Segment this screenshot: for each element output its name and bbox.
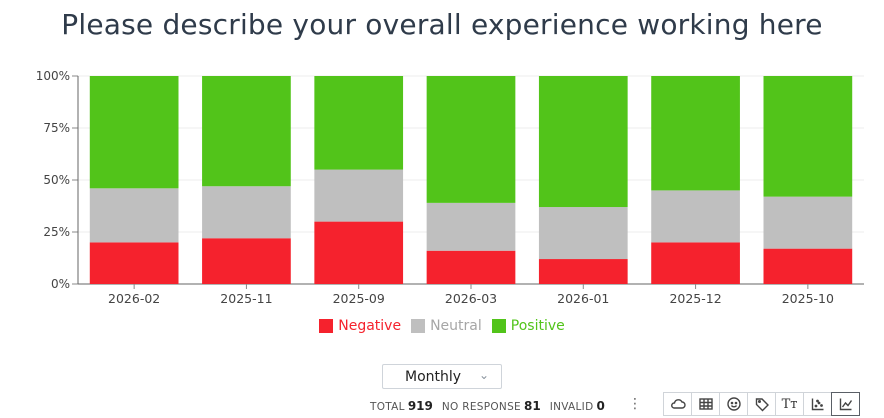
more-options-icon[interactable]: ⋮ [628, 396, 642, 412]
bar-segment-positive [763, 76, 853, 197]
bar-segment-negative [651, 242, 740, 284]
cloud-view-button[interactable] [663, 392, 692, 416]
bar-segment-neutral [314, 169, 404, 222]
scatter-chart-icon [811, 398, 823, 411]
x-tick-label: 2025-09 [333, 291, 385, 306]
stat-no-response-label: NO RESPONSE [441, 401, 521, 413]
tag-view-button[interactable] [747, 392, 776, 416]
table-icon [698, 398, 713, 410]
text-size-icon: Tт [781, 396, 798, 412]
x-tick-label: 2025-11 [220, 291, 272, 306]
response-stats: TOTAL 919 NO RESPONSE 81 INVALID 0 [370, 399, 605, 413]
bar-segment-positive [314, 76, 404, 170]
legend-label-negative: Negative [338, 318, 402, 334]
tag-icon [755, 398, 769, 412]
bar-segment-positive [202, 76, 291, 187]
bar-segment-negative [426, 250, 516, 284]
stacked-bar-chart: 0% 25% 50% 75% 100% 2026-02 2025-11 2025-09 2026… [36, 69, 864, 306]
text-size-button[interactable]: Tт [775, 392, 804, 416]
bar-segment-positive [89, 76, 179, 189]
legend-label-positive: Positive [510, 318, 565, 334]
chevron-down-icon: ⌄ [478, 368, 489, 382]
bar-segment-negative [314, 221, 404, 284]
table-view-button[interactable] [691, 392, 720, 416]
scatter-view-button[interactable] [803, 392, 832, 416]
bar-segment-negative [538, 259, 628, 284]
period-dropdown[interactable]: Monthly ⌄ [382, 364, 502, 389]
stat-total-label: TOTAL [370, 401, 405, 413]
legend-item-positive[interactable]: Positive [491, 318, 565, 334]
stat-invalid-label: INVALID [549, 401, 594, 413]
bar-segment-positive [426, 76, 516, 203]
bar-segment-neutral [651, 190, 740, 243]
legend-item-negative[interactable]: Negative [319, 318, 401, 334]
legend-swatch-positive [491, 319, 506, 333]
bar-segment-positive [538, 76, 628, 208]
line-chart-icon [839, 398, 852, 411]
stat-no-response: NO RESPONSE 81 [442, 399, 541, 413]
stat-no-response-value: 81 [523, 399, 541, 413]
y-tick-label: 75% [43, 121, 70, 135]
legend-item-neutral[interactable]: Neutral [411, 318, 482, 334]
x-tick-label: 2026-01 [557, 291, 609, 306]
bar-segment-neutral [538, 207, 628, 260]
bar-segment-negative [89, 242, 179, 284]
x-tick-label: 2026-03 [445, 291, 497, 306]
stat-invalid-value: 0 [596, 399, 605, 413]
x-tick-label: 2026-02 [108, 291, 160, 306]
legend-label-neutral: Neutral [430, 318, 482, 334]
y-tick-label: 25% [43, 225, 70, 239]
sentiment-view-button[interactable] [719, 392, 748, 416]
stat-total: TOTAL 919 [370, 399, 433, 413]
stat-total-value: 919 [407, 399, 433, 413]
y-tick-label: 0% [51, 277, 70, 291]
bar-segment-neutral [202, 186, 291, 239]
x-tick-label: 2025-12 [669, 291, 721, 306]
stat-invalid: INVALID 0 [550, 399, 605, 413]
bar-segment-neutral [426, 202, 516, 251]
bar-segment-neutral [89, 188, 179, 243]
bar-segment-negative [202, 238, 291, 284]
x-tick-label: 2025-10 [782, 291, 834, 306]
legend-swatch-negative [319, 319, 334, 333]
view-toolbar: Tт [663, 392, 860, 416]
bar-segment-negative [763, 248, 853, 284]
chart-legend: Negative Neutral Positive [0, 318, 884, 334]
smiley-icon [726, 397, 741, 411]
bar-segment-positive [651, 76, 740, 191]
cloud-icon [670, 399, 686, 409]
legend-swatch-neutral [411, 319, 426, 333]
line-chart-view-button[interactable] [831, 392, 860, 416]
y-tick-label: 100% [36, 69, 70, 83]
y-tick-label: 50% [43, 173, 70, 187]
period-dropdown-value: Monthly [405, 368, 462, 385]
bar-segment-neutral [763, 196, 853, 249]
page-title: Please describe your overall experience … [61, 8, 823, 41]
